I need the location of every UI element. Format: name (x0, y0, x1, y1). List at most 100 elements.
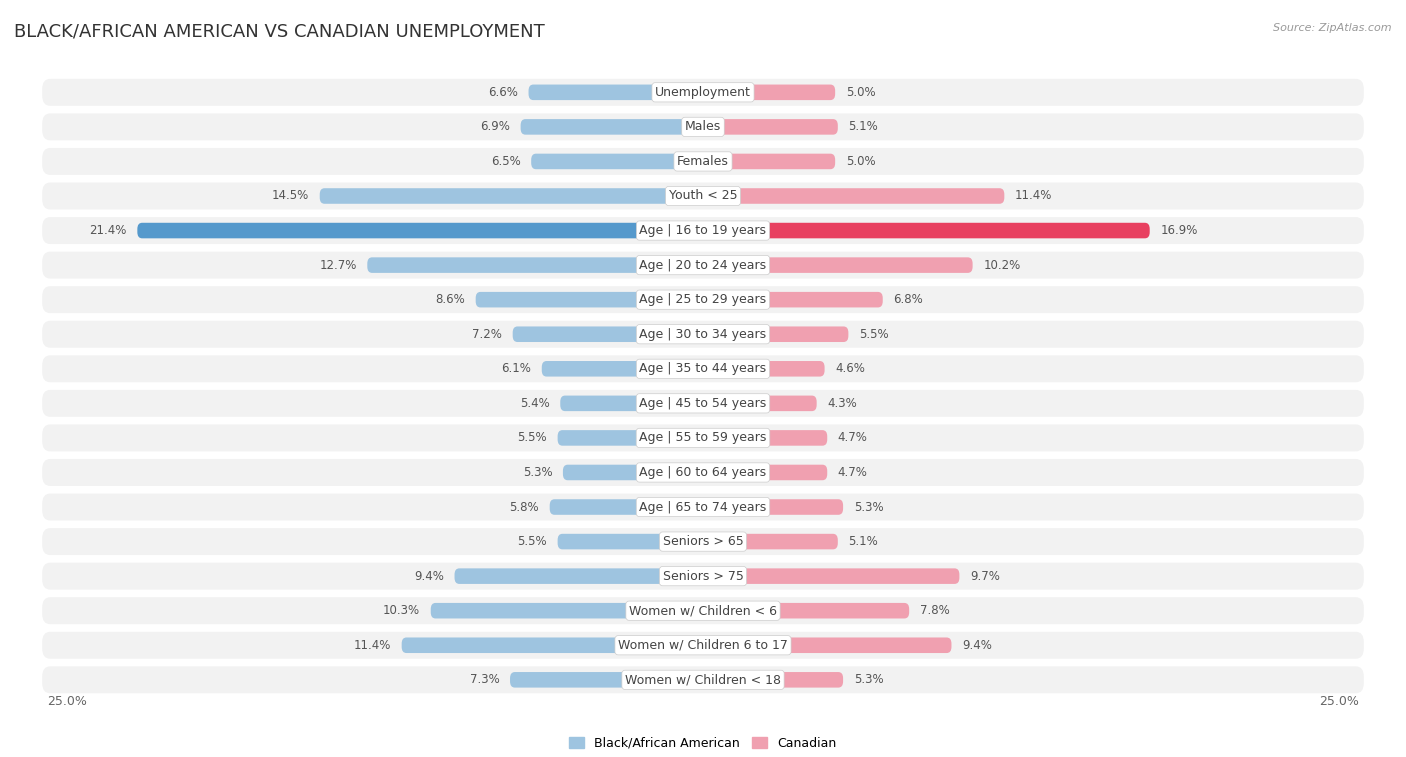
Text: Youth < 25: Youth < 25 (669, 189, 737, 202)
Text: 6.1%: 6.1% (502, 363, 531, 375)
Text: BLACK/AFRICAN AMERICAN VS CANADIAN UNEMPLOYMENT: BLACK/AFRICAN AMERICAN VS CANADIAN UNEMP… (14, 23, 544, 41)
FancyBboxPatch shape (703, 223, 1150, 238)
FancyBboxPatch shape (531, 154, 703, 170)
FancyBboxPatch shape (42, 321, 1364, 347)
Text: Age | 16 to 19 years: Age | 16 to 19 years (640, 224, 766, 237)
Text: 4.3%: 4.3% (827, 397, 858, 410)
Text: Age | 20 to 24 years: Age | 20 to 24 years (640, 259, 766, 272)
FancyBboxPatch shape (520, 119, 703, 135)
FancyBboxPatch shape (703, 154, 835, 170)
Text: Unemployment: Unemployment (655, 86, 751, 99)
FancyBboxPatch shape (42, 79, 1364, 106)
FancyBboxPatch shape (703, 637, 952, 653)
Text: 14.5%: 14.5% (271, 189, 309, 202)
Text: 5.0%: 5.0% (846, 86, 876, 99)
FancyBboxPatch shape (42, 286, 1364, 313)
FancyBboxPatch shape (703, 119, 838, 135)
FancyBboxPatch shape (703, 430, 827, 446)
Text: 5.1%: 5.1% (848, 120, 879, 133)
FancyBboxPatch shape (42, 148, 1364, 175)
FancyBboxPatch shape (42, 562, 1364, 590)
Text: 5.1%: 5.1% (848, 535, 879, 548)
Text: 9.4%: 9.4% (962, 639, 991, 652)
FancyBboxPatch shape (42, 666, 1364, 693)
Text: 7.3%: 7.3% (470, 673, 499, 687)
FancyBboxPatch shape (42, 114, 1364, 140)
FancyBboxPatch shape (703, 85, 835, 100)
Text: 5.8%: 5.8% (509, 500, 538, 513)
Text: Women w/ Children 6 to 17: Women w/ Children 6 to 17 (619, 639, 787, 652)
FancyBboxPatch shape (703, 326, 848, 342)
Text: Females: Females (678, 155, 728, 168)
Text: 5.3%: 5.3% (853, 673, 883, 687)
Text: Age | 25 to 29 years: Age | 25 to 29 years (640, 293, 766, 306)
FancyBboxPatch shape (42, 459, 1364, 486)
Text: 16.9%: 16.9% (1160, 224, 1198, 237)
Text: 10.2%: 10.2% (983, 259, 1021, 272)
Text: 4.6%: 4.6% (835, 363, 865, 375)
Text: 9.4%: 9.4% (415, 570, 444, 583)
Text: 5.5%: 5.5% (859, 328, 889, 341)
Text: Women w/ Children < 6: Women w/ Children < 6 (628, 604, 778, 617)
FancyBboxPatch shape (42, 355, 1364, 382)
FancyBboxPatch shape (550, 500, 703, 515)
FancyBboxPatch shape (703, 188, 1004, 204)
FancyBboxPatch shape (558, 430, 703, 446)
Text: 10.3%: 10.3% (382, 604, 420, 617)
Text: 7.8%: 7.8% (920, 604, 949, 617)
Text: 12.7%: 12.7% (319, 259, 357, 272)
Text: Age | 55 to 59 years: Age | 55 to 59 years (640, 431, 766, 444)
Text: 6.9%: 6.9% (481, 120, 510, 133)
Text: 25.0%: 25.0% (1319, 695, 1358, 708)
Legend: Black/African American, Canadian: Black/African American, Canadian (564, 732, 842, 755)
FancyBboxPatch shape (703, 569, 959, 584)
Text: Seniors > 65: Seniors > 65 (662, 535, 744, 548)
Text: 5.5%: 5.5% (517, 535, 547, 548)
FancyBboxPatch shape (367, 257, 703, 273)
FancyBboxPatch shape (42, 217, 1364, 244)
FancyBboxPatch shape (475, 292, 703, 307)
FancyBboxPatch shape (703, 361, 824, 376)
FancyBboxPatch shape (703, 465, 827, 480)
FancyBboxPatch shape (319, 188, 703, 204)
Text: Source: ZipAtlas.com: Source: ZipAtlas.com (1274, 23, 1392, 33)
Text: Age | 35 to 44 years: Age | 35 to 44 years (640, 363, 766, 375)
Text: Age | 65 to 74 years: Age | 65 to 74 years (640, 500, 766, 513)
FancyBboxPatch shape (42, 425, 1364, 451)
FancyBboxPatch shape (529, 85, 703, 100)
Text: Age | 45 to 54 years: Age | 45 to 54 years (640, 397, 766, 410)
FancyBboxPatch shape (42, 528, 1364, 555)
Text: 25.0%: 25.0% (48, 695, 87, 708)
Text: 5.5%: 5.5% (517, 431, 547, 444)
Text: 11.4%: 11.4% (354, 639, 391, 652)
Text: 6.5%: 6.5% (491, 155, 520, 168)
FancyBboxPatch shape (703, 257, 973, 273)
Text: 8.6%: 8.6% (436, 293, 465, 306)
FancyBboxPatch shape (560, 396, 703, 411)
Text: Males: Males (685, 120, 721, 133)
FancyBboxPatch shape (138, 223, 703, 238)
FancyBboxPatch shape (703, 500, 844, 515)
FancyBboxPatch shape (703, 534, 838, 550)
FancyBboxPatch shape (42, 597, 1364, 625)
FancyBboxPatch shape (541, 361, 703, 376)
Text: 11.4%: 11.4% (1015, 189, 1052, 202)
Text: Women w/ Children < 18: Women w/ Children < 18 (626, 673, 780, 687)
Text: 4.7%: 4.7% (838, 431, 868, 444)
Text: 5.3%: 5.3% (853, 500, 883, 513)
FancyBboxPatch shape (430, 603, 703, 618)
FancyBboxPatch shape (42, 390, 1364, 417)
Text: 5.0%: 5.0% (846, 155, 876, 168)
Text: 5.4%: 5.4% (520, 397, 550, 410)
Text: Seniors > 75: Seniors > 75 (662, 570, 744, 583)
FancyBboxPatch shape (454, 569, 703, 584)
Text: Age | 60 to 64 years: Age | 60 to 64 years (640, 466, 766, 479)
Text: 9.7%: 9.7% (970, 570, 1000, 583)
Text: 7.2%: 7.2% (472, 328, 502, 341)
Text: 6.8%: 6.8% (893, 293, 924, 306)
FancyBboxPatch shape (703, 396, 817, 411)
FancyBboxPatch shape (42, 182, 1364, 210)
FancyBboxPatch shape (510, 672, 703, 687)
FancyBboxPatch shape (402, 637, 703, 653)
FancyBboxPatch shape (558, 534, 703, 550)
